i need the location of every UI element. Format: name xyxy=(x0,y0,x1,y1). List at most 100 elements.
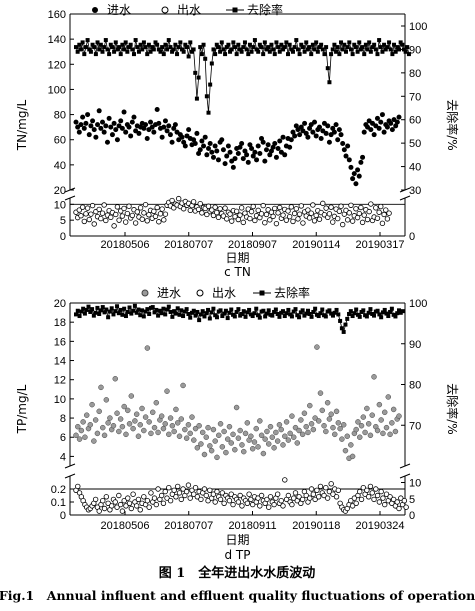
influent-point xyxy=(356,173,362,179)
influent-point xyxy=(244,420,251,426)
removal-rate-point xyxy=(150,45,155,50)
influent-point xyxy=(368,127,374,133)
influent-point xyxy=(341,147,347,153)
influent-point xyxy=(205,424,211,431)
removal-rate-point xyxy=(286,307,291,312)
influent-point xyxy=(353,181,359,187)
effluent-point xyxy=(376,499,383,505)
removal-rate-point xyxy=(384,311,389,316)
influent-point xyxy=(125,407,131,414)
effluent-point xyxy=(157,211,164,217)
influent-point xyxy=(137,422,143,428)
influent-point xyxy=(389,127,395,133)
influent-point xyxy=(388,120,394,126)
influent-point xyxy=(194,445,201,451)
removal-rate-point xyxy=(182,309,187,314)
removal-rate-point xyxy=(175,52,180,57)
effluent-point xyxy=(333,494,340,500)
effluent-point xyxy=(161,217,167,223)
removal-rate-point xyxy=(259,45,264,50)
influent-point xyxy=(164,128,170,134)
y2-tick-label: 0 xyxy=(409,231,415,243)
influent-point xyxy=(232,156,238,162)
y2-tick-label: 80 xyxy=(409,380,421,392)
removal-rate-point xyxy=(221,47,226,52)
removal-rate-point xyxy=(263,314,268,319)
removal-rate-point xyxy=(138,313,143,318)
effluent-point xyxy=(176,490,183,496)
influent-point xyxy=(94,430,101,437)
influent-point xyxy=(251,439,258,445)
removal-rate-point xyxy=(316,314,321,319)
effluent-point xyxy=(233,208,240,214)
effluent-point xyxy=(394,499,400,505)
axis-break-mark xyxy=(64,195,76,201)
axis-break-mark xyxy=(399,463,411,469)
removal-rate-point xyxy=(104,307,109,312)
axis-break-mark xyxy=(399,195,411,201)
removal-rate-point xyxy=(113,309,118,314)
y2-tick-label: 0 xyxy=(409,510,415,522)
removal-rate-point xyxy=(231,40,236,45)
influent-point xyxy=(155,429,161,436)
removal-rate-point xyxy=(196,75,201,80)
influent-point xyxy=(135,433,142,440)
effluent-point xyxy=(205,203,212,209)
influent-point xyxy=(95,122,101,128)
removal-rate-point xyxy=(246,52,251,57)
influent-point xyxy=(323,130,329,136)
effluent-point xyxy=(230,501,236,508)
removal-rate-point xyxy=(336,312,341,317)
effluent-point xyxy=(312,496,318,503)
removal-rate-point xyxy=(186,312,191,317)
legend-label: 进水 xyxy=(157,286,181,300)
removal-rate-point xyxy=(133,38,138,43)
removal-rate-point xyxy=(214,315,219,320)
x-axis-title: 日期 xyxy=(225,251,249,265)
removal-rate-point xyxy=(125,49,130,54)
axis-break-mark xyxy=(64,463,76,469)
removal-rate-point xyxy=(140,47,145,52)
influent-point xyxy=(96,408,102,415)
removal-rate-point xyxy=(213,313,218,318)
effluent-point xyxy=(156,219,162,225)
removal-rate-point xyxy=(334,307,339,312)
removal-rate-point xyxy=(304,311,309,316)
influent-point xyxy=(129,119,135,125)
influent-point xyxy=(144,345,151,351)
removal-rate-point xyxy=(245,310,250,315)
effluent-point xyxy=(323,205,329,211)
effluent-point xyxy=(141,210,147,216)
effluent-point xyxy=(335,215,341,222)
influent-point xyxy=(282,433,288,440)
influent-point xyxy=(356,434,363,440)
effluent-point xyxy=(264,496,270,503)
influent-point xyxy=(128,393,135,399)
influent-point xyxy=(240,156,246,162)
influent-point xyxy=(89,401,95,408)
removal-rate-point xyxy=(327,80,332,85)
y-tick-label: 100 xyxy=(48,84,66,96)
removal-rate-point xyxy=(219,40,224,45)
influent-point xyxy=(142,414,149,420)
influent-point xyxy=(396,114,402,120)
effluent-point xyxy=(129,212,136,219)
removal-rate-point xyxy=(168,309,173,314)
effluent-point xyxy=(267,494,274,500)
removal-rate-point xyxy=(117,45,122,50)
influent-point xyxy=(331,129,337,135)
effluent-point xyxy=(151,495,158,501)
removal-rate-point xyxy=(130,47,135,52)
influent-point xyxy=(178,416,185,422)
influent-point xyxy=(130,425,136,432)
influent-point xyxy=(378,417,384,423)
influent-point xyxy=(210,154,216,160)
influent-point xyxy=(199,429,206,436)
removal-rate-point xyxy=(105,47,110,52)
influent-point xyxy=(346,157,352,163)
effluent-point xyxy=(382,501,388,508)
removal-rate-point xyxy=(160,45,165,50)
removal-rate-point xyxy=(150,305,155,310)
effluent-point xyxy=(293,206,300,212)
influent-point xyxy=(316,124,322,130)
